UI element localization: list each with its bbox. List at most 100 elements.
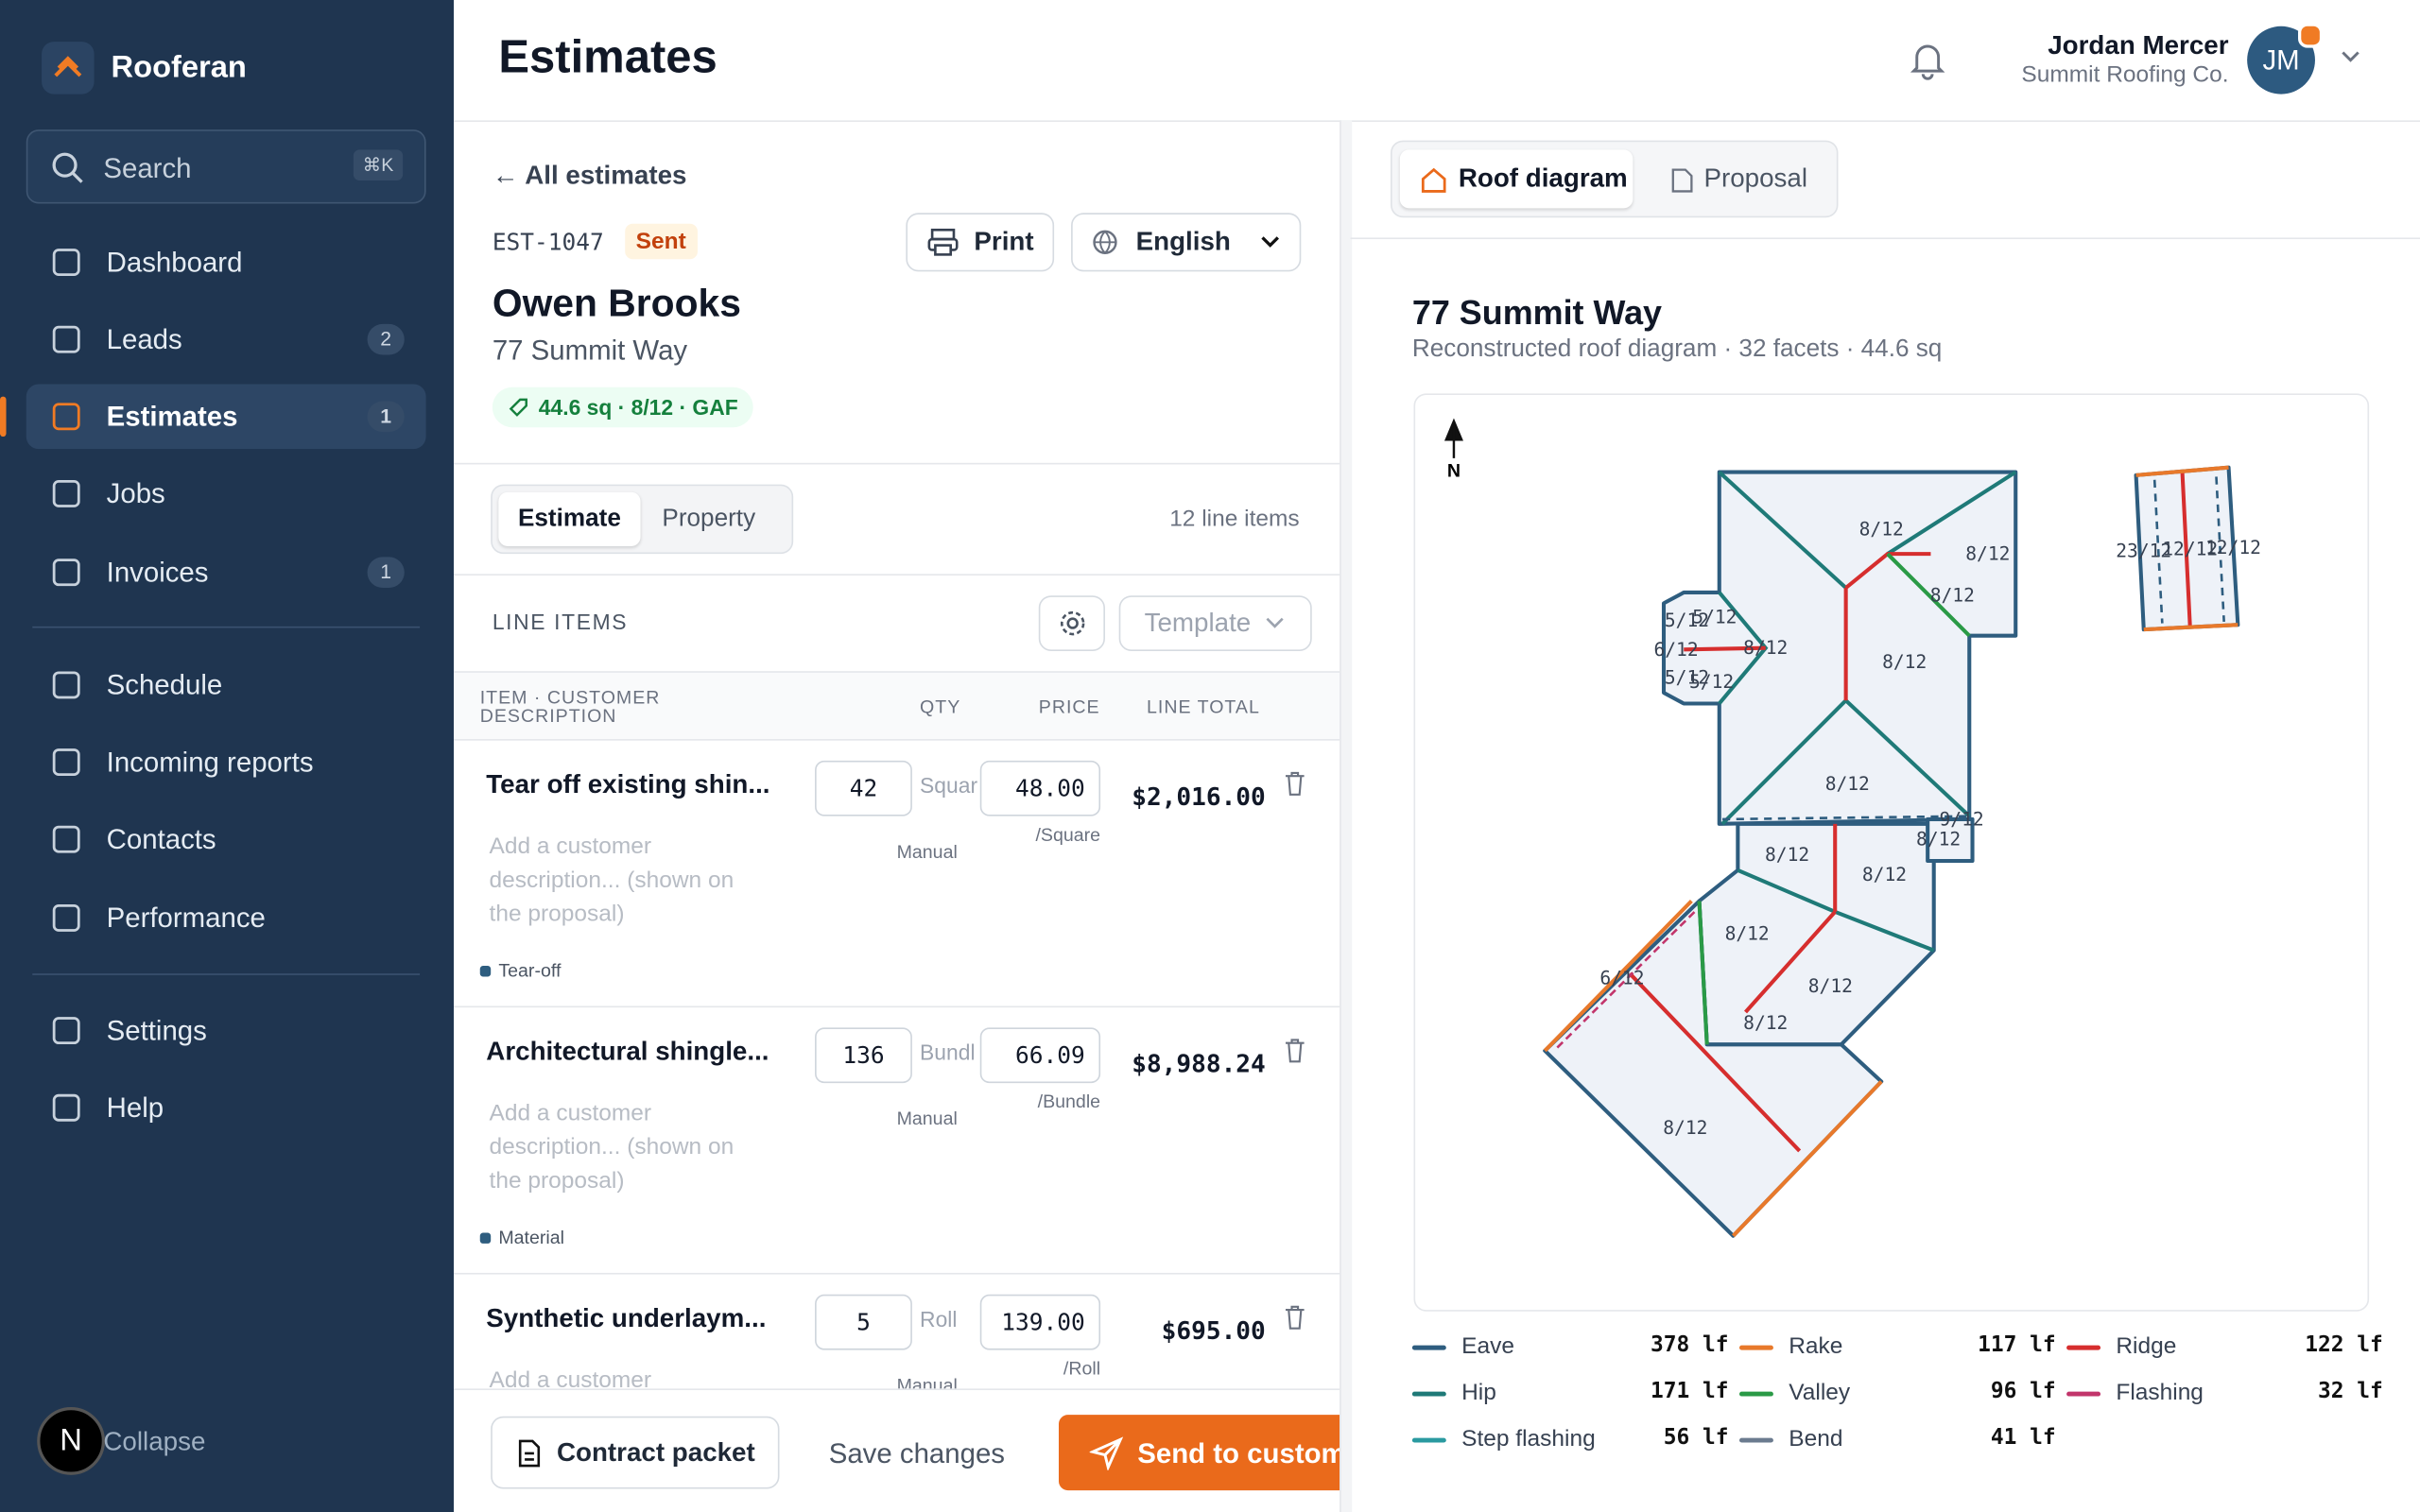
chevron[interactable] [2340, 49, 2361, 64]
nav-badge: 1 [367, 401, 405, 433]
divider [32, 973, 421, 975]
collapse[interactable]: Collapse [103, 1427, 206, 1457]
nav-item[interactable]: Incoming reports [26, 730, 426, 795]
nav-icon [52, 748, 80, 776]
legend-swatch [1411, 1345, 1446, 1350]
print-label: Print [974, 226, 1034, 257]
bell-icon[interactable] [1910, 40, 1946, 80]
qty-input[interactable]: 5 [815, 1294, 912, 1350]
legend-label: Step flashing [1461, 1425, 1596, 1452]
nav-item[interactable]: Schedule [26, 653, 426, 718]
facet-label: 12/12 [2162, 539, 2218, 560]
nav-label: Schedule [106, 668, 223, 700]
source: Manual [896, 1108, 958, 1130]
tab-active[interactable]: Estimate [498, 491, 641, 546]
nav-badge: 2 [367, 323, 405, 355]
status-dot [2298, 23, 2324, 48]
nav-item[interactable]: Settings [26, 998, 426, 1063]
line-item: Architectural shingle... 136 Bundl 66.09… [453, 1005, 1340, 1275]
print-button[interactable]: Print [906, 213, 1055, 272]
brand: Rooferan [111, 50, 247, 85]
footer: Contract packet Save changes Send to cus… [453, 1388, 1340, 1512]
qty-input[interactable]: 42 [815, 760, 912, 816]
facet-label: 8/12 [1663, 1117, 1707, 1139]
facet-label: 8/12 [1930, 585, 1975, 607]
legend-label: Rake [1789, 1332, 1843, 1360]
item-name[interactable]: Tear off existing shin... [486, 769, 770, 799]
divider [453, 574, 1340, 576]
nav-item[interactable]: Leads 2 [26, 307, 426, 372]
legend-swatch [1738, 1437, 1773, 1443]
divider [32, 626, 421, 628]
legend-swatch [2066, 1345, 2101, 1350]
delete-icon[interactable] [1284, 1305, 1305, 1330]
search[interactable]: Search ⌘K [26, 129, 426, 204]
nav-icon [52, 1093, 80, 1122]
delete-icon[interactable] [1284, 1039, 1305, 1063]
settings-button[interactable] [1038, 595, 1105, 651]
logo [42, 42, 95, 94]
legend: Eave 378 lf Rake 117 lf Ridge 122 lf Hip… [1411, 1332, 2383, 1472]
language-label: English [1135, 226, 1231, 257]
price-input[interactable]: 66.09 [979, 1027, 1101, 1084]
dev-badge[interactable]: N [37, 1406, 106, 1475]
legend-swatch [2066, 1391, 2101, 1397]
nav-item[interactable]: Invoices 1 [26, 540, 426, 605]
qty-input[interactable]: 136 [815, 1027, 912, 1084]
facet-label: 8/12 [1808, 975, 1853, 997]
north-arrow [1443, 418, 1463, 458]
description-placeholder[interactable]: Add a customer description... (shown on … [489, 1100, 735, 1194]
line-items: Tear off existing shin... 42 Squar 48.00… [453, 739, 1340, 1391]
back-link[interactable]: ← All estimates [492, 160, 687, 190]
nav-label: Settings [106, 1014, 207, 1046]
contract-button[interactable]: Contract packet [491, 1416, 780, 1489]
nav-item[interactable]: Dashboard [26, 230, 426, 295]
price-input[interactable]: 48.00 [979, 760, 1101, 816]
divider [1350, 237, 2420, 240]
template-select[interactable]: Template [1118, 595, 1312, 651]
unit: Squar [920, 772, 978, 799]
divider [453, 462, 1340, 465]
nav-item[interactable]: Performance [26, 885, 426, 951]
diagram-title: 77 Summit Way [1411, 293, 1663, 333]
description-placeholder[interactable]: Add a customer description... (shown on … [489, 833, 735, 928]
nav-label: Incoming reports [106, 746, 314, 778]
price-input[interactable]: 139.00 [979, 1294, 1101, 1350]
facet-label: 23/12 [2116, 540, 2171, 561]
send-button[interactable]: Send to customer [1058, 1415, 1340, 1491]
legend-swatch [1738, 1345, 1773, 1350]
legend-label: Ridge [2116, 1332, 2177, 1360]
nav-label: Leads [106, 323, 182, 354]
nav-label: Contacts [106, 823, 216, 854]
nav-item[interactable]: Contacts [26, 807, 426, 872]
facet-label: 5/12 [1689, 671, 1734, 693]
nav-item[interactable]: Jobs [26, 461, 426, 526]
nav-icon [52, 903, 80, 932]
tab[interactable]: Proposal [1670, 149, 1807, 208]
facet-label: 8/12 [1859, 519, 1904, 541]
save-button[interactable]: Save changes [828, 1437, 1006, 1469]
nav-item[interactable]: Help [26, 1075, 426, 1141]
nav-icon [52, 825, 80, 853]
delete-icon[interactable] [1284, 771, 1305, 796]
nav-label: Jobs [106, 477, 165, 508]
column-header: PRICE [1038, 696, 1100, 718]
tab[interactable]: Property [662, 506, 756, 533]
legend-value: 378 lf [1650, 1332, 1729, 1358]
tab-active[interactable]: Roof diagram [1399, 149, 1634, 209]
tag: Tear-off [479, 960, 561, 981]
facet-label: 8/12 [1825, 773, 1870, 795]
hip-lines [1718, 470, 2017, 953]
item-name[interactable]: Architectural shingle... [486, 1037, 769, 1067]
nav-icon [52, 558, 80, 587]
splitter[interactable] [1340, 120, 1353, 1512]
nav-item[interactable]: Estimates 1 [0, 384, 426, 450]
diagram-tabs: Roof diagram Proposal [1391, 140, 1839, 218]
legend-value: 56 lf [1663, 1425, 1729, 1451]
language-select[interactable]: English [1071, 213, 1302, 272]
column-header: ITEM · CUSTOMER DESCRIPTION [479, 686, 661, 727]
description-placeholder[interactable]: Add a customer description... (shown on … [489, 1366, 652, 1391]
legend-label: Eave [1461, 1332, 1514, 1360]
bend-lines [1722, 476, 2225, 821]
item-name[interactable]: Synthetic underlaym... [486, 1303, 767, 1333]
